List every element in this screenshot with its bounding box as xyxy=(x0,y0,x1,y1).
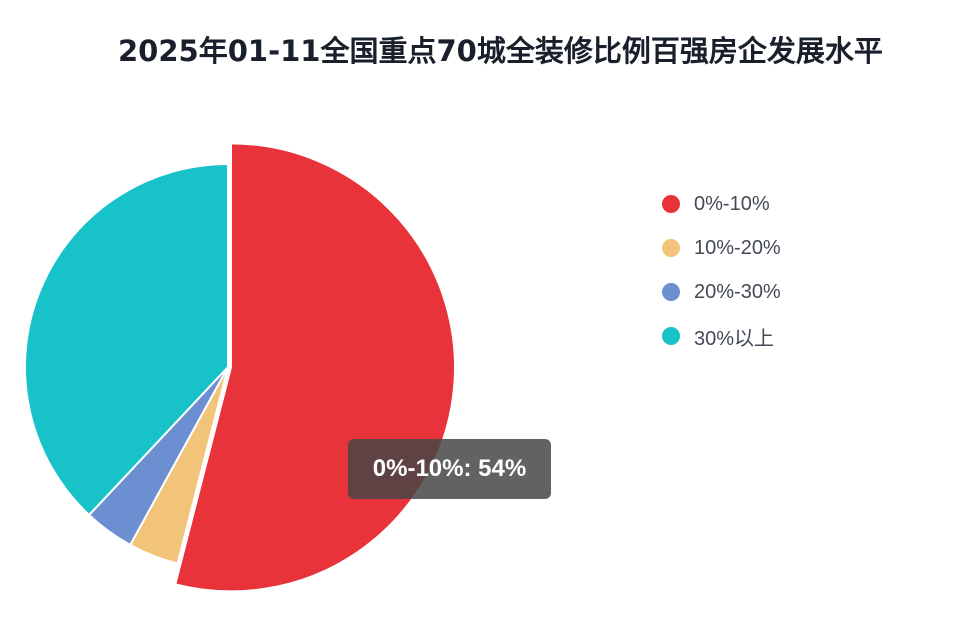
legend-label: 0%-10% xyxy=(694,192,770,215)
legend-item[interactable]: 10%-20% xyxy=(662,226,781,270)
legend-item[interactable]: 30%以上 xyxy=(662,314,781,358)
legend-marker xyxy=(662,327,680,345)
legend-label: 20%-30% xyxy=(694,280,781,303)
legend-marker xyxy=(662,239,680,257)
legend-marker xyxy=(662,195,680,213)
legend-label: 30%以上 xyxy=(694,327,775,350)
legend: 0%-10% 10%-20% 20%-30% 30%以上 xyxy=(662,182,781,358)
legend-marker xyxy=(662,283,680,301)
pie-slice-4[interactable] xyxy=(24,163,229,516)
chart-title: 2025年01-11全国重点70城全装修比例百强房企发展水平 xyxy=(118,34,883,68)
legend-label: 10%-20% xyxy=(694,236,781,259)
tooltip: 0%-10%: 54% xyxy=(348,439,551,499)
legend-item[interactable]: 0%-10% xyxy=(662,182,781,226)
legend-item[interactable]: 20%-30% xyxy=(662,270,781,314)
